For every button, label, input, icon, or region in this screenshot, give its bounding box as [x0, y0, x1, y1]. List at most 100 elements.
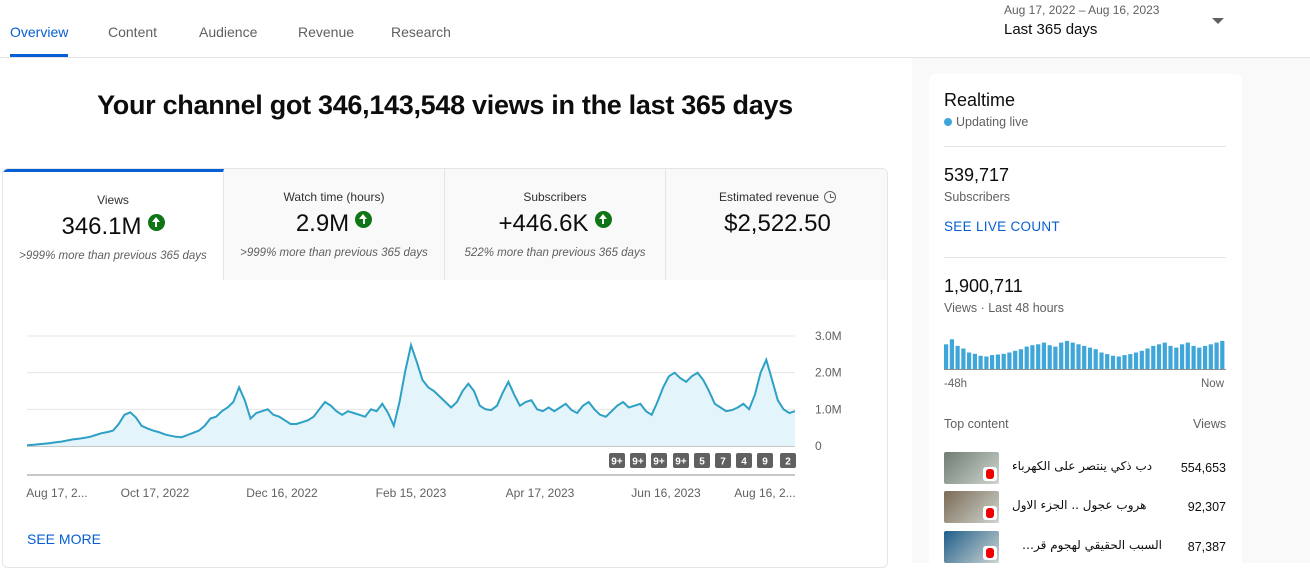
arrow-up-icon [355, 211, 373, 228]
annotation-badge[interactable]: 9+ [651, 453, 667, 468]
annotation-badge[interactable]: 7 [715, 453, 731, 468]
realtime-bar [1053, 346, 1058, 369]
top-content-row[interactable]: دب ذكي ينتصر على الكهرباء 554,653 [944, 452, 1226, 484]
annotation-badge[interactable]: 2 [780, 453, 796, 468]
realtime-bar [955, 345, 960, 369]
divider [944, 146, 1226, 147]
realtime-bar [1082, 345, 1087, 369]
arrow-up-icon [594, 211, 612, 228]
realtime-bar [1036, 344, 1041, 370]
active-tab-indicator [10, 54, 68, 57]
x-tick-label: Apr 17, 2023 [506, 486, 575, 500]
metric-title: Views [97, 193, 129, 207]
svg-text:9+: 9+ [611, 457, 623, 468]
video-views: 92,307 [1187, 500, 1226, 514]
realtime-bar [1030, 345, 1035, 369]
shorts-icon [983, 506, 997, 520]
realtime-bar [1087, 347, 1093, 369]
svg-text:2: 2 [785, 457, 791, 468]
realtime-bar [944, 344, 949, 370]
top-bar: Overview Content Audience Revenue Resear… [0, 0, 1310, 58]
realtime-bar [1162, 342, 1167, 369]
realtime-bar [1116, 356, 1121, 369]
annotation-badge[interactable]: 4 [736, 453, 752, 468]
realtime-bar [1041, 342, 1046, 369]
top-content-row[interactable]: السبب الحقيقي لهجوم قرش الغردقة 87,387 [944, 531, 1226, 563]
svg-text:9+: 9+ [653, 457, 665, 468]
top-content-label: Top content [944, 417, 1009, 431]
tab-revenue[interactable]: Revenue [298, 24, 355, 40]
views-chart[interactable]: 3.0M 2.0M 1.0M 0 9+ 9+ 9+ 9+ 5 7 4 9 2 Aug 17, 2... Oc… [0, 0, 910, 520]
x-tick-label: Aug 17, 2... [26, 486, 87, 500]
realtime-bar [1180, 344, 1185, 370]
date-range-label[interactable]: Last 365 days [1004, 21, 1098, 38]
annotation-badge[interactable]: 9+ [630, 453, 646, 468]
realtime-bar [1024, 346, 1029, 369]
svg-text:5: 5 [699, 457, 705, 468]
svg-text:9+: 9+ [675, 457, 687, 468]
annotation-badge[interactable]: 9 [757, 453, 773, 468]
realtime-bar [1174, 347, 1179, 369]
y-tick-label: 2.0M [815, 366, 842, 380]
y-tick-label: 1.0M [815, 402, 842, 416]
realtime-bar [949, 339, 954, 369]
metrics-card: Views 346.1M >999% more than previous 36… [2, 168, 888, 568]
metric-value: 346.1M [3, 213, 223, 241]
realtime-bar [967, 352, 972, 369]
live-status: Updating live [944, 115, 1028, 129]
realtime-card [929, 74, 1242, 574]
annotation-badge[interactable]: 5 [694, 453, 710, 468]
realtime-bar [1220, 340, 1225, 369]
realtime-bar [1001, 353, 1006, 369]
see-live-count-link[interactable]: SEE LIVE COUNT [944, 219, 1060, 234]
realtime-axis-end: Now [1201, 378, 1225, 390]
x-tick-label: Dec 16, 2022 [246, 486, 318, 500]
metric-tab-views[interactable]: Views 346.1M >999% more than previous 36… [3, 169, 224, 280]
realtime-bar [1093, 349, 1098, 369]
realtime-bar [1099, 352, 1104, 369]
tab-overview[interactable]: Overview [10, 24, 69, 40]
date-range-text[interactable]: Aug 17, 2022 – Aug 16, 2023 [1004, 3, 1160, 17]
x-tick-label: Aug 16, 2... [734, 486, 795, 500]
live-dot-icon [944, 118, 952, 126]
realtime-bar [1110, 355, 1116, 369]
arrow-up-icon [147, 214, 165, 231]
chevron-down-icon[interactable] [1212, 18, 1224, 24]
metric-tab-revenue[interactable]: Estimated revenue $2,522.50 [666, 169, 887, 280]
realtime-bar [1151, 345, 1156, 369]
realtime-bar [1133, 352, 1139, 369]
video-title: السبب الحقيقي لهجوم قرش الغردقة [1012, 538, 1162, 552]
top-content-row[interactable]: هروب عجول .. الجزء الاول 92,307 [944, 491, 1226, 523]
realtime-bar [1214, 342, 1219, 369]
realtime-bar [961, 348, 966, 369]
realtime-views-label: Views · Last 48 hours [944, 301, 1064, 315]
divider [944, 257, 1226, 258]
tab-content[interactable]: Content [108, 24, 158, 40]
realtime-bar-chart[interactable] [944, 335, 1226, 371]
realtime-bar [1191, 345, 1196, 369]
metric-value: $2,522.50 [724, 210, 831, 237]
realtime-bar [1007, 352, 1012, 369]
realtime-bar [1139, 350, 1144, 369]
realtime-bar [984, 356, 989, 369]
metric-comparison: >999% more than previous 365 days [19, 250, 207, 262]
metric-tab-subscribers[interactable]: Subscribers +446.6K 522% more than previ… [445, 169, 666, 280]
realtime-bar [1059, 342, 1064, 369]
metric-comparison: 522% more than previous 365 days [464, 247, 646, 259]
x-tick-label: Feb 15, 2023 [376, 486, 447, 500]
see-more-link[interactable]: SEE MORE [27, 531, 101, 547]
svg-text:7: 7 [720, 457, 726, 468]
tab-research[interactable]: Research [391, 24, 451, 40]
clock-icon[interactable] [824, 191, 837, 203]
tab-audience[interactable]: Audience [199, 24, 258, 40]
annotation-badge[interactable]: 9+ [673, 453, 689, 468]
metric-comparison: >999% more than previous 365 days [240, 247, 428, 259]
video-title: دب ذكي ينتصر على الكهرباء [1012, 459, 1153, 473]
realtime-bar [978, 355, 983, 369]
metric-tab-watch-time[interactable]: Watch time (hours) 2.9M >999% more than … [224, 169, 445, 280]
metric-value: 2.9M [224, 210, 444, 238]
annotation-badge[interactable]: 9+ [609, 453, 625, 468]
svg-text:9+: 9+ [632, 457, 644, 468]
realtime-bar [1197, 347, 1202, 369]
realtime-bar [1105, 354, 1110, 369]
